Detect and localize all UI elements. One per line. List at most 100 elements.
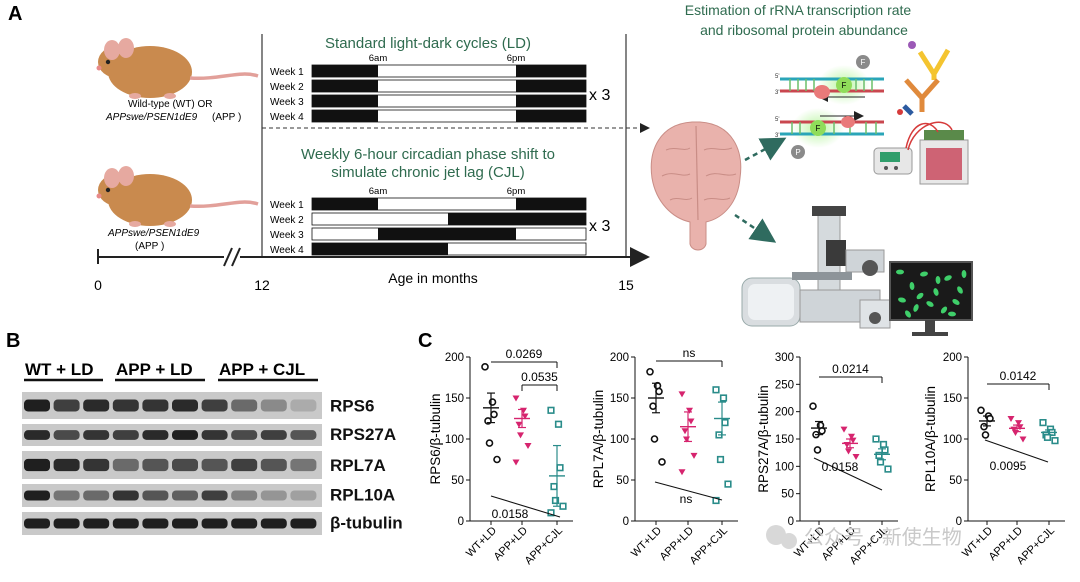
x-tick-label: APP+CJL [523, 525, 565, 567]
data-point [547, 406, 555, 414]
probe-label-2: P [795, 148, 800, 157]
y-axis-label: RPL7A/β-tubulin [591, 390, 606, 489]
blot-band [24, 430, 50, 440]
panel-b-letter: B [6, 330, 20, 352]
dark-phase [516, 95, 586, 107]
blot-band [24, 458, 50, 472]
blot-label: β-tubulin [330, 514, 403, 533]
week-label: Week 1 [270, 200, 304, 211]
blot-band [53, 490, 80, 501]
axis-break-right [231, 247, 241, 267]
data-point [884, 465, 892, 473]
trend-line [984, 439, 1049, 463]
blot-band [53, 518, 80, 529]
sig-label: 0.0142 [1000, 369, 1037, 383]
data-point [556, 464, 564, 472]
cell-mark [920, 271, 928, 277]
y-tick-label: 150 [610, 393, 629, 405]
blot-band [83, 399, 110, 412]
axis-title: Age in months [388, 270, 478, 286]
y-tick-label: 100 [445, 434, 464, 446]
trend-line [490, 495, 561, 518]
axis-tick-label-0: 0 [94, 277, 102, 293]
week-label: Week 2 [270, 215, 304, 226]
week-label: Week 3 [270, 97, 304, 108]
blot-band [172, 518, 198, 529]
week-label: Week 1 [270, 67, 304, 78]
data-point [981, 431, 990, 439]
ld-title: Standard light-dark cycles (LD) [325, 35, 531, 52]
data-point [1007, 416, 1015, 422]
cell-mark [926, 301, 934, 307]
western-blot-apparatus [873, 121, 969, 185]
data-point [1015, 420, 1022, 427]
blot-label: RPL10A [330, 486, 395, 505]
sig-label: 0.0269 [506, 347, 543, 361]
data-point [1019, 436, 1027, 443]
data-point [493, 455, 501, 464]
data-point [845, 448, 852, 455]
data-point [724, 480, 732, 488]
week-label: Week 2 [270, 82, 304, 93]
y-tick-label: 0 [956, 516, 962, 528]
blot-band [172, 490, 198, 501]
y-tick-label: 0 [623, 516, 629, 528]
blot-band [112, 518, 139, 529]
y-tick-label: 100 [775, 461, 794, 473]
trend-label: 0.0095 [990, 459, 1027, 473]
microscope-illustration [741, 206, 891, 329]
svg-text:5': 5' [775, 117, 779, 123]
data-point [719, 394, 728, 402]
cell-mark [948, 311, 956, 317]
data-point [485, 439, 494, 447]
ld-schedule: Week 1 Week 2 Week 3 Week 4 [270, 64, 587, 123]
blot-band [290, 490, 317, 501]
cell-mark [916, 292, 924, 300]
dark-phase [312, 243, 448, 255]
cell-mark [933, 288, 939, 296]
ld-tick-6pm: 6pm [507, 53, 526, 64]
blot-band [112, 399, 139, 412]
group-label-app-cjl: APP + CJL [219, 360, 305, 379]
blot-band [172, 430, 198, 440]
blot-band [231, 490, 258, 501]
data-point [521, 413, 529, 420]
data-point [848, 433, 855, 440]
cell-mark [940, 306, 948, 314]
axis-tick-label-15: 15 [618, 277, 634, 293]
data-point [872, 435, 880, 443]
data-point [550, 482, 558, 491]
monitor-illustration [889, 261, 973, 336]
brain-illustration [650, 121, 742, 251]
watermark-text: 公众号 · 新使生物 [804, 526, 962, 549]
panel-c-letter: C [418, 330, 432, 352]
arrow-to-assay [744, 137, 787, 162]
dark-phase [312, 65, 378, 77]
probe-label-1: F [861, 58, 866, 67]
data-point [520, 407, 527, 414]
y-tick-label: 50 [616, 475, 629, 487]
data-point [678, 391, 686, 398]
data-point [712, 386, 720, 394]
blot-band [260, 458, 287, 472]
week-label: Week 4 [270, 245, 304, 256]
cell-mark [952, 299, 960, 305]
y-tick-label: 200 [775, 407, 794, 419]
rrna-transcription-illustration: 5' 3' 5' 3' [775, 55, 884, 159]
data-point [547, 509, 555, 517]
y-tick-label: 100 [610, 434, 629, 446]
data-point [977, 406, 985, 415]
cjl-repeat-label: x 3 [589, 218, 610, 235]
axis-break-left [223, 247, 233, 267]
cjl-tick-6am: 6am [369, 186, 388, 197]
blot-band [24, 490, 50, 501]
cell-mark [913, 304, 919, 312]
western-blot-strips: RPS6 RPS27A RPL7A RPL10A β-tubulin [22, 392, 403, 535]
blot-band [53, 458, 80, 472]
blot-band [142, 430, 169, 440]
data-point [512, 459, 520, 466]
data-point [658, 458, 666, 466]
blot-band [83, 518, 110, 529]
blot-band [290, 518, 317, 529]
